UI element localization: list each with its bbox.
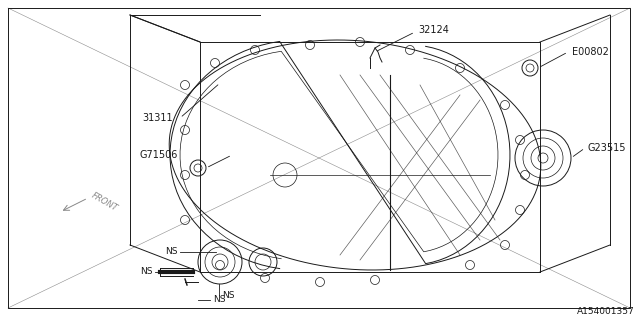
Text: NS: NS bbox=[222, 292, 234, 300]
Text: G71506: G71506 bbox=[140, 150, 179, 160]
Text: NS: NS bbox=[166, 247, 178, 257]
Text: 32124: 32124 bbox=[418, 25, 449, 35]
Text: 31311: 31311 bbox=[142, 113, 173, 123]
Text: FRONT: FRONT bbox=[90, 191, 120, 213]
Text: G23515: G23515 bbox=[588, 143, 627, 153]
Text: A154001357: A154001357 bbox=[577, 307, 635, 316]
Text: NS: NS bbox=[141, 268, 153, 276]
Text: NS: NS bbox=[213, 295, 225, 305]
Text: E00802: E00802 bbox=[572, 47, 609, 57]
